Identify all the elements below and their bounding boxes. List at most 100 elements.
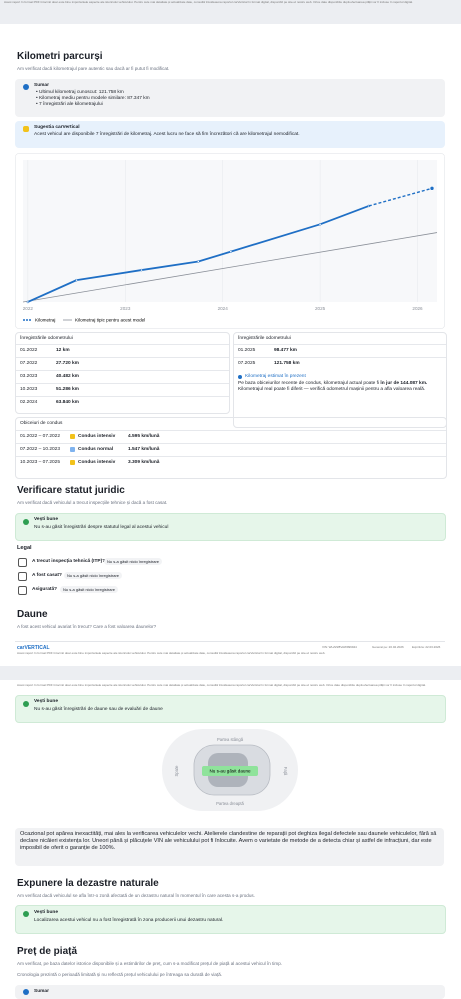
habit-swatch	[70, 447, 75, 452]
section-subtitle: Am verificat dacă kilometrajul pare aute…	[17, 66, 170, 71]
side-label: Partea stângă	[217, 737, 244, 742]
summary-title: Sumar	[34, 989, 49, 994]
section-subtitle: Am verificat dacă vehiculul se afla într…	[17, 893, 255, 898]
legal-icon	[18, 572, 27, 581]
side-label: Spate	[174, 765, 179, 777]
damage-status: Nu s-au găsit daune	[209, 769, 251, 774]
divider	[15, 641, 445, 642]
mileage-point	[197, 260, 200, 263]
summary-title: Sumar	[34, 83, 49, 88]
check-icon	[23, 519, 29, 525]
legal-icon	[18, 558, 27, 567]
estimate-title: Kilometraj estimat în prezent	[245, 374, 306, 379]
section-title: Verificare statut juridic	[17, 485, 125, 496]
row-divider	[16, 344, 229, 345]
footer-generated: Generat pe: 20.02.2026	[372, 645, 404, 649]
side-label: Partea dreaptă	[216, 801, 244, 806]
habit-swatch	[70, 460, 75, 465]
row-divider	[16, 357, 229, 358]
good-news-box	[15, 695, 446, 723]
x-tick-label: 2026	[412, 306, 423, 311]
section-title: Preț de piață	[17, 946, 78, 957]
table-title: Obiceiuri de condus	[20, 421, 63, 426]
mileage-point	[140, 268, 143, 272]
summary-box	[15, 985, 445, 999]
good-news-text: Nu s-au găsit înregistrări de daune sau …	[34, 707, 163, 712]
table-title: Înregistrările odometrului	[238, 336, 291, 341]
footer-logo: carVERTICAL	[17, 645, 50, 651]
habit-label: Condus intensiv	[78, 460, 116, 465]
summary-item: • Kilometraj mediu pentru modele similar…	[36, 96, 150, 101]
good-news-text: Localizarea acestui vehicul nu a fost în…	[34, 918, 224, 923]
legal-status: Nu s-a găsit nicio înregistrare	[64, 572, 123, 579]
header-note: Acest raport în format PDF întocmit doar…	[4, 0, 413, 4]
damage-disclaimer: Ocazional pot apărea inexactități, mai a…	[15, 828, 444, 866]
habits-table: Obiceiuri de condus 01.2022 – 07.2022 Cond…	[15, 417, 447, 479]
row-divider	[16, 430, 446, 431]
estimate-text-before: Pe baza obiceiurilor recente de condus, …	[238, 381, 381, 386]
summary-text: Kilometraj mediu pentru modele similare:…	[39, 96, 150, 101]
record-date: 10.2023	[20, 387, 38, 392]
subsection-title: Legal	[17, 545, 32, 551]
row-divider	[16, 443, 446, 444]
suggestion-box	[15, 121, 445, 148]
table-title: Înregistrările odometrului	[20, 336, 73, 341]
x-tick-label: 2023	[120, 306, 131, 311]
summary-box	[15, 79, 445, 117]
section-title: Daune	[17, 609, 48, 620]
good-news-text: Nu s-au găsit înregistrări despre statut…	[34, 525, 169, 530]
legal-question: Asigurată?	[32, 587, 58, 592]
typical-line	[22, 232, 438, 303]
summary-text: 7 înregistrări ale kilometrajului	[39, 102, 103, 107]
estimate-icon	[238, 375, 242, 379]
section-title: Kilometri parcurși	[17, 51, 103, 62]
record-date: 01.2025	[238, 348, 256, 353]
estimate-value-label: în jur de 144.087 km.	[380, 381, 428, 386]
x-tick-label: 2022	[23, 306, 34, 311]
x-tick-label: 2024	[218, 306, 229, 311]
legal-status: Nu s-a găsit nicio înregistrare	[60, 586, 119, 593]
footer-expires: Expiră la: 22.03.2026	[412, 645, 441, 649]
row-divider	[234, 344, 446, 345]
good-news-title: Vești bune	[34, 517, 58, 522]
record-km: 51.286 km	[56, 387, 79, 392]
info-icon	[23, 84, 29, 90]
legend-label: Kilometraj	[35, 318, 55, 323]
legal-status: Nu s-a găsit nicio înregistrare	[104, 558, 163, 565]
mileage-chart: 2022 2023 2024 2025 2026 Kilometraj Kilometraj…	[15, 153, 445, 329]
records-table: Înregistrările odometrului 01.2025 98.477 …	[233, 332, 447, 428]
header-note: Acest raport în format PDF întocmit doar…	[17, 683, 426, 687]
footer-note: Acest raport în format PDF întocmit doar…	[17, 651, 326, 655]
habit-rate: 4.595 km/lună	[128, 434, 160, 439]
section-subtitle: Am verificat, pe baza datelor istorice d…	[17, 961, 283, 966]
habit-label: Condus intensiv	[78, 434, 116, 439]
status-badge	[202, 766, 258, 776]
record-km: 63.840 km	[56, 400, 79, 405]
record-km: 27.720 km	[56, 361, 79, 366]
habit-label: Condus normal	[78, 447, 114, 452]
record-date: 02.2024	[20, 400, 38, 405]
mileage-point	[229, 250, 233, 253]
good-news-title: Vești bune	[34, 910, 58, 915]
section-note: Cronologia prezintă o perioadă limitată …	[17, 972, 223, 977]
record-km: 40.482 km	[56, 374, 79, 379]
summary-item: • 7 înregistrări ale kilometrajului	[36, 102, 103, 107]
record-date: 07.2025	[238, 361, 256, 366]
x-tick-label: 2025	[315, 306, 326, 311]
plot-area	[23, 160, 437, 302]
habit-rate: 3.309 km/lună	[128, 460, 160, 465]
good-news-box	[15, 905, 446, 934]
habit-period: 07.2022 – 10.2023	[20, 447, 61, 452]
row-divider	[16, 383, 229, 384]
section-subtitle: A fost acest vehicul avariat în trecut? …	[17, 624, 157, 629]
row-divider	[234, 357, 446, 358]
mileage-point	[75, 278, 78, 282]
mileage-point	[318, 223, 322, 226]
record-km: 98.477 km	[274, 348, 297, 353]
suggestion-icon	[23, 126, 29, 132]
good-news-title: Vești bune	[34, 699, 58, 704]
info-icon	[23, 989, 29, 995]
legal-question: A trecut inspecția tehnică (ITP)?	[32, 559, 106, 564]
habit-period: 01.2022 – 07.2022	[20, 434, 61, 439]
